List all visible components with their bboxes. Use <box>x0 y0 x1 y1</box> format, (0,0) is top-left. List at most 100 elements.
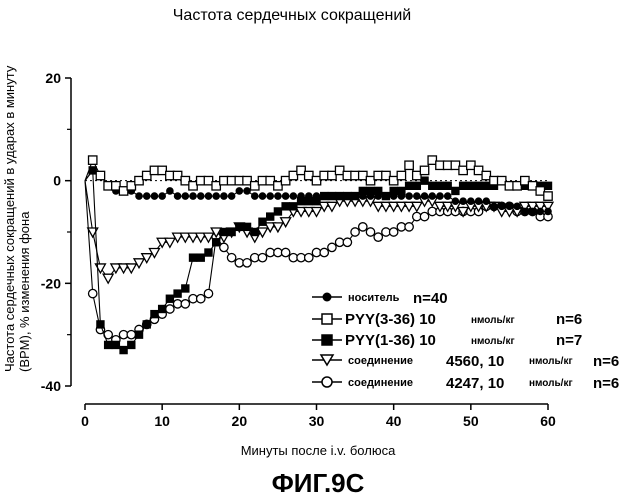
data-point <box>290 192 298 200</box>
y-axis-ticks: 200-20-40 <box>41 70 71 394</box>
data-point <box>367 192 375 200</box>
data-point <box>266 212 274 220</box>
legend-id: 4247, 10 <box>446 375 504 392</box>
data-point <box>227 253 235 261</box>
data-point <box>351 228 359 236</box>
data-point <box>405 161 413 169</box>
data-point <box>420 212 428 220</box>
data-point <box>428 192 436 200</box>
data-point <box>235 223 243 231</box>
data-point <box>459 197 467 205</box>
data-point <box>359 192 367 200</box>
data-point <box>475 197 483 205</box>
legend-id: 4560, 10 <box>446 353 504 370</box>
legend-n: n=6 <box>593 375 619 392</box>
data-point <box>166 305 174 313</box>
data-point <box>96 320 104 328</box>
legend-marker-circle-open <box>322 377 332 387</box>
legend-item-compound-4560: соединение 4560, 10 нмоль/кг n=6 <box>312 353 619 370</box>
data-point <box>328 243 336 251</box>
data-point <box>536 208 544 216</box>
data-point <box>112 341 120 349</box>
x-tick-label: 10 <box>154 413 170 429</box>
data-point <box>474 182 482 190</box>
data-point <box>459 182 467 190</box>
data-point <box>420 166 428 174</box>
data-point <box>158 305 166 313</box>
figure-label: ФИГ.9C <box>272 468 365 498</box>
data-point <box>413 182 421 190</box>
legend-marker-square-filled <box>322 335 332 345</box>
data-point <box>220 228 228 236</box>
data-point <box>544 208 552 216</box>
data-point <box>289 202 297 210</box>
y-tick-label: -40 <box>41 378 61 394</box>
data-point <box>281 202 289 210</box>
data-point <box>258 253 266 261</box>
data-point <box>204 248 212 256</box>
y-tick-label: 0 <box>53 173 61 189</box>
data-point <box>413 192 421 200</box>
data-point <box>398 192 406 200</box>
data-point <box>305 192 313 200</box>
data-point <box>189 192 197 200</box>
data-point <box>143 192 151 200</box>
data-point <box>181 300 189 308</box>
data-point <box>166 187 174 195</box>
y-axis-label-line2: (BPM), % изменения фона <box>17 211 32 372</box>
data-point <box>498 203 506 211</box>
data-point <box>390 192 398 200</box>
data-point <box>490 203 498 211</box>
legend-label: соединение <box>348 377 413 389</box>
data-point <box>359 223 367 231</box>
data-point <box>436 192 444 200</box>
legend-label: носитель <box>348 292 400 304</box>
data-point <box>405 182 413 190</box>
data-point <box>389 228 397 236</box>
data-point <box>452 197 460 205</box>
data-point <box>212 238 220 246</box>
x-tick-label: 60 <box>540 413 556 429</box>
data-point <box>344 192 352 200</box>
data-point <box>119 346 127 354</box>
x-tick-label: 20 <box>232 413 248 429</box>
data-point <box>227 228 235 236</box>
x-axis-ticks: 0102030405060 <box>81 404 556 429</box>
data-point <box>251 192 259 200</box>
data-point <box>336 192 344 200</box>
data-point <box>127 341 135 349</box>
legend-item-vehicle: носитель n=40 <box>312 290 448 307</box>
data-point <box>451 187 459 195</box>
data-point <box>204 289 212 297</box>
legend-n: n=7 <box>556 332 582 349</box>
data-point <box>281 248 289 256</box>
data-point <box>443 182 451 190</box>
data-point <box>421 192 429 200</box>
data-point <box>513 203 521 211</box>
data-point <box>374 233 382 241</box>
data-point <box>104 341 112 349</box>
legend: носитель n=40 PYY(3-36) 10 нмоль/кг n=6 … <box>312 290 619 392</box>
data-point <box>251 228 259 236</box>
y-tick-label: -20 <box>41 275 61 291</box>
data-point <box>205 192 213 200</box>
legend-item-pyy1-36: PYY(1-36) 10 нмоль/кг n=7 <box>312 332 582 349</box>
data-point <box>127 330 135 338</box>
data-point <box>428 182 436 190</box>
data-point <box>397 171 405 179</box>
data-point <box>197 253 205 261</box>
data-point <box>182 192 190 200</box>
data-point <box>228 192 236 200</box>
data-point <box>96 171 104 179</box>
data-point <box>197 192 205 200</box>
legend-marker-square-open <box>322 314 332 324</box>
data-point <box>212 192 220 200</box>
data-point <box>405 192 413 200</box>
x-tick-label: 50 <box>463 413 479 429</box>
legend-n: n=40 <box>413 290 448 307</box>
data-point <box>181 284 189 292</box>
data-point <box>366 228 374 236</box>
data-point <box>436 182 444 190</box>
data-point <box>313 192 321 200</box>
